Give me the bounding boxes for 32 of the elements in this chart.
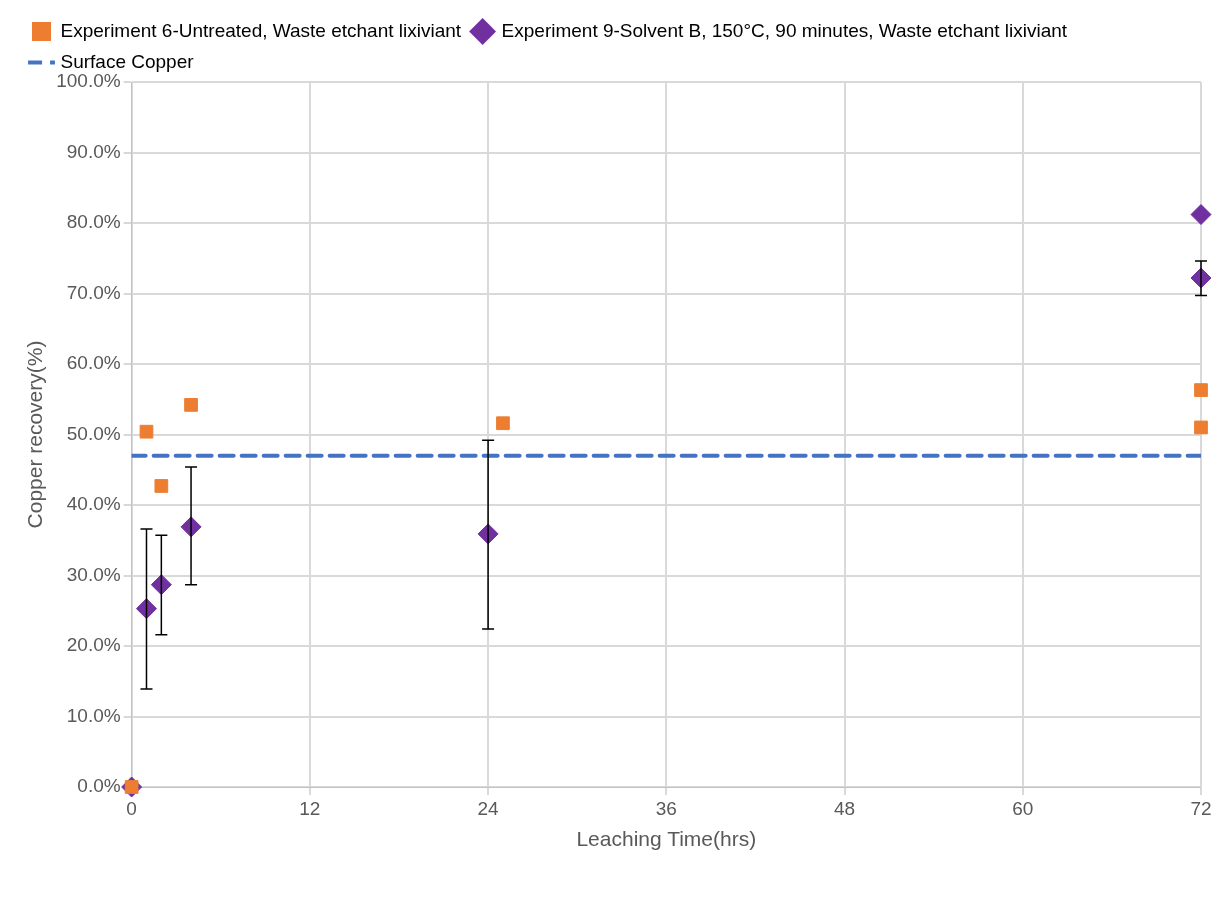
y-tick-label: 40.0% <box>66 493 121 515</box>
y-tick-label: 10.0% <box>66 704 121 726</box>
y-tick-label: 60.0% <box>66 352 121 374</box>
point <box>1194 383 1208 397</box>
point <box>139 424 154 439</box>
y-tick-label: 100.0% <box>56 70 121 92</box>
x-tick-label: 48 <box>833 797 856 819</box>
x-tick-label: 72 <box>1190 797 1212 819</box>
y-tick-label: 20.0% <box>66 634 121 656</box>
y-tick-label: 90.0% <box>66 140 121 162</box>
y-tick-label: 50.0% <box>66 422 121 444</box>
legend-label: Experiment 6-Untreated, Waste etchant lixiviant <box>60 19 462 41</box>
legend-label: Experiment 9-Solvent B, 150°C, 90 minutes, Waste etchant lixiviant <box>501 19 1068 41</box>
point <box>154 479 169 493</box>
x-tick-label: 36 <box>655 797 677 819</box>
y-tick-label: 70.0% <box>66 281 121 303</box>
x-tick-label: 24 <box>477 797 500 819</box>
point <box>184 398 198 412</box>
x-tick-label: 12 <box>299 797 321 819</box>
legend-label: Surface Copper <box>60 50 195 72</box>
y-tick-label: 30.0% <box>66 563 121 585</box>
y-tick-label: 0.0% <box>77 775 121 797</box>
point <box>1190 204 1212 226</box>
point <box>135 598 157 620</box>
point <box>1194 420 1208 435</box>
x-axis-title: Leaching Time(hrs) <box>576 827 757 851</box>
y-axis-title: Copper recovery(%) <box>23 340 47 529</box>
point <box>150 574 172 596</box>
x-tick-label: 60 <box>1012 797 1034 819</box>
y-tick-label: 80.0% <box>66 211 121 233</box>
point <box>496 416 510 431</box>
x-tick-label: 0 <box>126 797 137 819</box>
